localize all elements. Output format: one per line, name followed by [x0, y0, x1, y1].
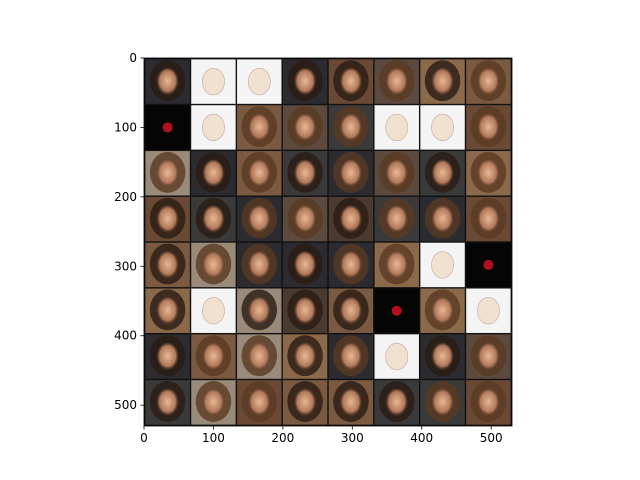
image-face: [293, 205, 317, 235]
image-face: [247, 388, 271, 418]
image-speck: [391, 305, 402, 316]
image-face: [431, 67, 455, 98]
image-face: [385, 113, 409, 142]
x-tick-label: 300: [341, 431, 364, 445]
image-face: [247, 159, 271, 189]
image-face: [431, 113, 454, 142]
image-face: [339, 67, 363, 98]
image-face: [476, 205, 500, 235]
image-face: [293, 296, 317, 327]
image-face: [202, 67, 225, 96]
image-face: [247, 342, 271, 373]
image-face: [293, 388, 317, 418]
image-face: [476, 159, 500, 189]
image-face: [156, 388, 180, 418]
image-face: [247, 251, 271, 281]
image-face: [293, 67, 317, 98]
image-face: [247, 113, 271, 143]
image-face: [293, 159, 317, 189]
image-speck: [483, 259, 494, 270]
image-face: [476, 67, 500, 98]
image-face: [201, 342, 225, 373]
image-face: [385, 388, 409, 418]
image-speck: [162, 122, 173, 133]
y-tick-label: 400: [114, 329, 137, 343]
image-face: [156, 251, 180, 281]
image: [144, 58, 512, 426]
x-tick-label: 500: [480, 431, 503, 445]
image-face: [202, 297, 225, 325]
image-face: [431, 159, 455, 189]
image-face: [385, 159, 409, 189]
image-face: [201, 251, 225, 281]
image-face: [431, 205, 455, 235]
image-face: [339, 296, 363, 327]
image-face: [339, 205, 363, 235]
y-tick-label: 0: [129, 51, 137, 65]
image-face: [431, 296, 455, 327]
image-face: [431, 251, 454, 279]
image-face: [385, 251, 409, 281]
image-face: [156, 67, 180, 98]
y-tick-label: 100: [114, 120, 137, 134]
x-tick-label: 100: [202, 431, 225, 445]
image-face: [156, 342, 180, 373]
image-face: [476, 113, 500, 143]
image-face: [202, 113, 225, 142]
image-face: [293, 113, 317, 143]
image-face: [476, 297, 500, 325]
x-tick-label: 200: [271, 431, 294, 445]
image-face: [339, 342, 363, 373]
image-face: [156, 205, 180, 235]
axes: 0 100 200 300 400 500 0 100 200 300 400 500: [114, 51, 513, 445]
image-face: [156, 296, 180, 327]
image-face: [293, 251, 317, 281]
image-face: [385, 67, 409, 98]
image-face: [339, 113, 363, 143]
image-face: [247, 296, 271, 327]
y-tick-label: 300: [114, 259, 137, 273]
image-face: [339, 159, 363, 189]
image-face: [431, 388, 455, 418]
y-tick-label: 500: [114, 398, 137, 412]
y-tick-label: 200: [114, 190, 137, 204]
image-face: [385, 205, 409, 235]
image-face: [201, 388, 225, 418]
image-face: [339, 251, 363, 281]
image-face: [156, 159, 180, 189]
image-face: [247, 67, 271, 96]
image-face: [476, 342, 500, 373]
x-tick-label: 0: [140, 431, 148, 445]
image-face: [476, 388, 500, 418]
image-face: [247, 205, 271, 235]
x-tick-label: 400: [410, 431, 433, 445]
image-face: [385, 342, 409, 371]
image-face: [201, 159, 225, 189]
image-face: [431, 342, 455, 373]
axes-frame: [143, 57, 513, 427]
image-face: [293, 342, 317, 373]
image-face: [339, 388, 363, 418]
image-face: [201, 205, 225, 235]
